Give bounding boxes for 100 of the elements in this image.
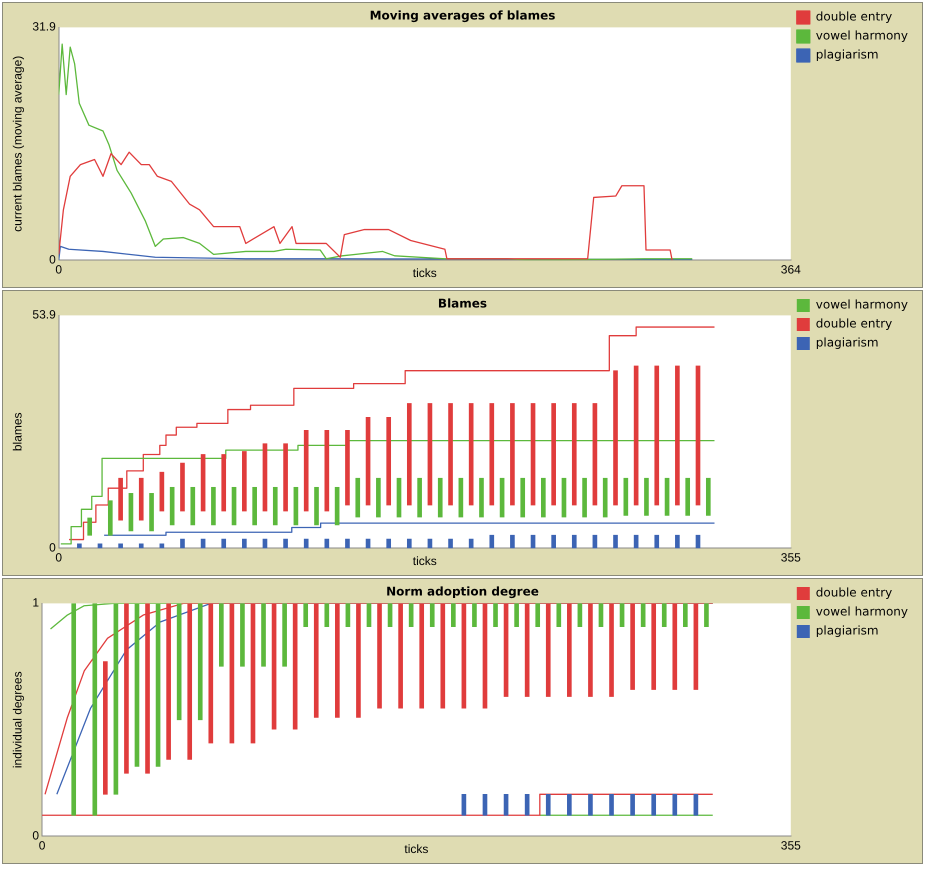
bar (685, 478, 690, 516)
bar (77, 544, 82, 548)
bar (345, 430, 350, 506)
chart-title: Blames (438, 296, 488, 310)
bar (551, 534, 556, 548)
bar (376, 478, 381, 518)
bar (396, 478, 402, 518)
bar (200, 454, 206, 512)
bar (602, 478, 608, 518)
bar (462, 794, 466, 816)
bar (694, 794, 698, 816)
legend-label: vowel harmony (816, 604, 908, 619)
bar (211, 486, 216, 526)
legend-label: double entry (816, 316, 892, 331)
bar (551, 403, 556, 506)
bar (468, 403, 474, 506)
bar (592, 534, 598, 548)
y-tick-label: 1 (32, 596, 40, 610)
bar (500, 478, 504, 518)
bar (406, 403, 412, 506)
x-tick-label: 355 (780, 838, 802, 853)
bar (634, 534, 638, 548)
y-tick-label: 0 (49, 252, 56, 267)
bar (242, 538, 247, 548)
bar (572, 403, 577, 506)
bar (675, 534, 680, 548)
bar (262, 443, 268, 512)
bar (180, 538, 185, 548)
bar (510, 403, 515, 506)
legend-label: plagiarism (816, 48, 879, 62)
legend-label: plagiarism (816, 336, 879, 350)
bar (345, 538, 350, 548)
bar (438, 478, 443, 518)
bar (696, 534, 700, 548)
bar (366, 538, 370, 548)
y-axis-title: current blames (moving average) (10, 56, 25, 232)
bar (562, 478, 566, 518)
bar (524, 794, 530, 816)
bar (654, 366, 660, 506)
bar (582, 478, 587, 518)
bar (103, 661, 108, 795)
bar (324, 538, 330, 548)
bar (672, 794, 678, 816)
bar (644, 478, 649, 516)
bar (448, 403, 453, 506)
bar (654, 534, 660, 548)
bar (510, 534, 515, 548)
x-axis-title: ticks (412, 554, 437, 568)
x-axis-title: ticks (412, 266, 437, 280)
bar (530, 403, 536, 506)
bar (468, 538, 474, 548)
bar (386, 538, 392, 548)
y-axis-title: blames (10, 412, 25, 452)
bar (482, 794, 488, 816)
bar (221, 454, 226, 512)
bar (324, 430, 330, 512)
bar (546, 794, 551, 816)
bar (232, 486, 236, 526)
y-axis-title: individual degrees (10, 671, 25, 768)
bar (613, 534, 618, 548)
x-tick-label: 364 (780, 262, 802, 277)
bar (283, 538, 288, 548)
bar (138, 544, 144, 548)
bar (180, 462, 185, 512)
legend-label: double entry (816, 10, 892, 24)
bar (623, 478, 628, 516)
bar (406, 538, 412, 548)
bar (541, 478, 546, 518)
chart-title: Norm adoption degree (386, 584, 539, 598)
bar (530, 534, 536, 548)
bar (428, 403, 432, 506)
bar (334, 486, 340, 526)
bar (262, 538, 268, 548)
bar (417, 478, 422, 518)
bar (304, 538, 309, 548)
legend-label: vowel harmony (816, 28, 908, 43)
bar (304, 430, 309, 512)
bar (190, 486, 196, 526)
bar (428, 538, 432, 548)
bar (200, 538, 206, 548)
bar (294, 486, 298, 526)
bar (651, 794, 656, 816)
bar (696, 366, 700, 506)
bar (489, 534, 494, 548)
bar (592, 403, 598, 506)
bar (613, 370, 618, 506)
bar (221, 538, 226, 548)
bar (630, 794, 635, 816)
bar (572, 534, 577, 548)
bar (664, 478, 670, 516)
legend-label: plagiarism (816, 624, 879, 638)
bar (314, 486, 319, 526)
bar (98, 544, 102, 548)
bar (138, 478, 144, 520)
bar (479, 478, 484, 518)
bar (283, 443, 288, 512)
x-axis-title: ticks (404, 842, 428, 856)
bar (160, 544, 164, 548)
bar (108, 500, 113, 536)
bar (386, 417, 392, 506)
